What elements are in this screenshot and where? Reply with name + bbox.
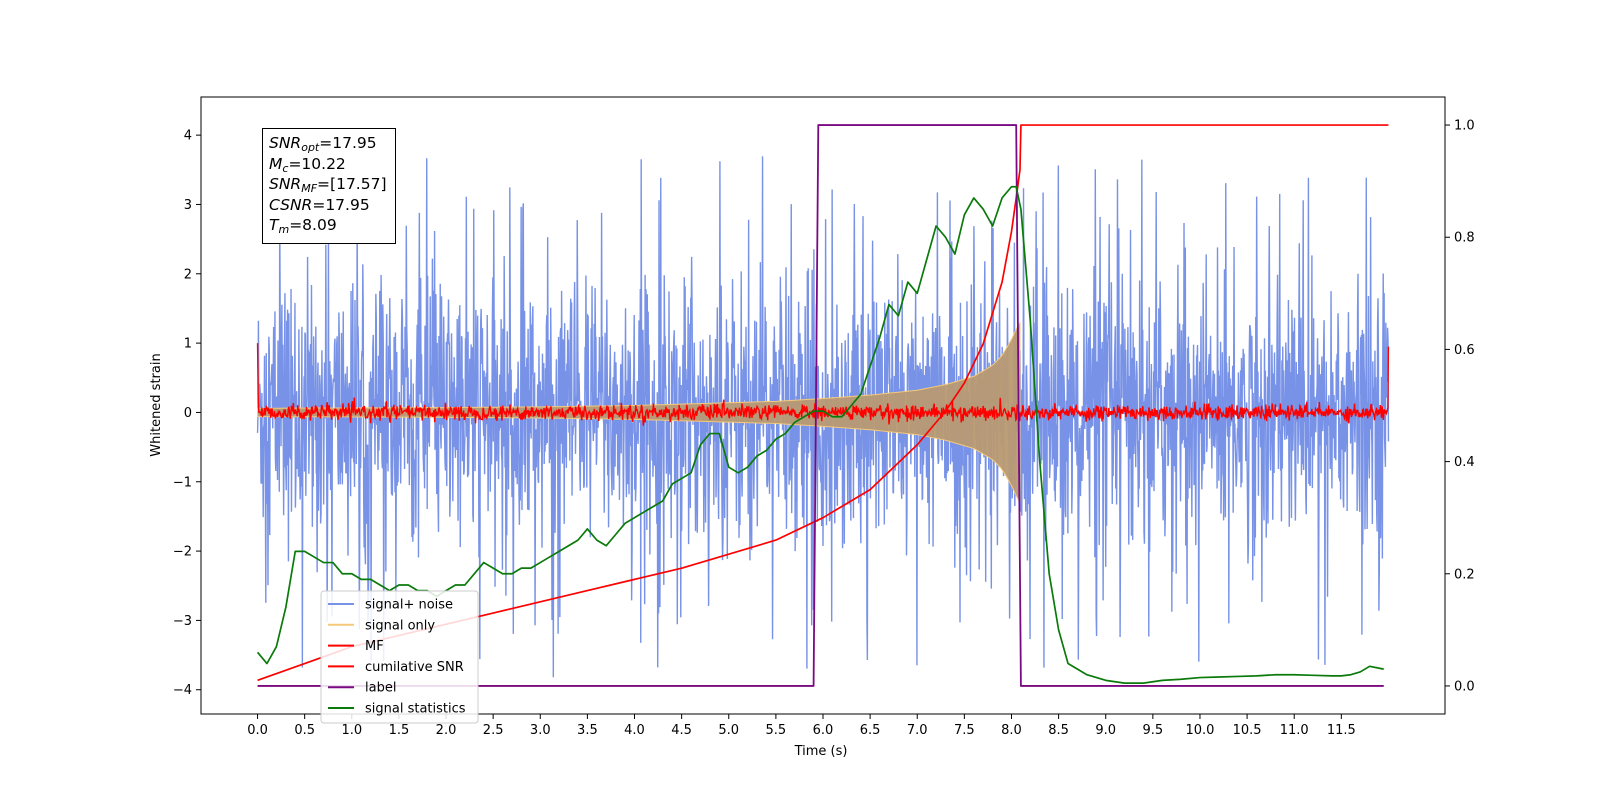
- stats-annotation: SNRopt=17.95 Mc=10.22 SNRMF=[17.57] CSNR…: [262, 128, 396, 244]
- legend-item: label: [328, 681, 396, 696]
- x-axis-label: Time (s): [794, 744, 848, 759]
- series-signal-noise: [256, 156, 1390, 678]
- x-tick-label: 11.0: [1280, 723, 1309, 738]
- y-tick-label-right: 0.6: [1454, 343, 1475, 358]
- x-tick-label: 8.0: [1001, 723, 1022, 738]
- legend-label: label: [365, 681, 396, 696]
- stat-snr-opt: SNRopt=17.95: [269, 134, 377, 154]
- y-tick-label-left: −3: [173, 614, 192, 629]
- legend-item: signal statistics: [328, 702, 466, 717]
- legend-item: signal only: [328, 618, 435, 633]
- y-tick-label-left: 3: [184, 198, 192, 213]
- legend-label: MF: [365, 639, 384, 654]
- y-tick-label-left: 4: [184, 129, 192, 144]
- x-tick-label: 0.5: [294, 723, 315, 738]
- series-label: [257, 124, 1384, 687]
- y-tick-label-right: 0.0: [1454, 679, 1475, 694]
- x-tick-label: 9.5: [1143, 723, 1164, 738]
- legend-item: signal+ noise: [328, 598, 453, 613]
- x-tick-label: 6.5: [860, 723, 881, 738]
- x-tick-label: 7.0: [907, 723, 928, 738]
- x-tick-label: 3.0: [530, 723, 551, 738]
- legend-item: MF: [328, 639, 384, 654]
- x-tick-label: 5.0: [718, 723, 739, 738]
- legend: signal+ noise signal only MF cumilative SNR…: [320, 590, 479, 724]
- y-tick-label-left: −2: [173, 545, 192, 560]
- legend-label: cumilative SNR: [365, 660, 464, 675]
- legend-box: [320, 590, 479, 724]
- x-tick-label: 11.5: [1327, 723, 1356, 738]
- y-tick-label-right: 0.4: [1454, 455, 1475, 470]
- x-tick-label: 1.5: [389, 723, 410, 738]
- x-tick-label: 7.5: [954, 723, 975, 738]
- y-tick-label-left: 0: [184, 406, 192, 421]
- x-tick-label: 0.0: [247, 723, 268, 738]
- y-axis-label-left: Whitened strain: [149, 353, 164, 456]
- y-tick-label-right: 0.8: [1454, 231, 1475, 246]
- x-tick-label: 2.0: [436, 723, 457, 738]
- stat-snr-mf: SNRMF=[17.57]: [269, 175, 387, 195]
- x-tick-label: 6.0: [813, 723, 834, 738]
- y-tick-label-right: 1.0: [1454, 119, 1475, 134]
- y-tick-label-left: −1: [173, 475, 192, 490]
- y-tick-label-left: 1: [184, 337, 192, 352]
- x-tick-label: 5.5: [766, 723, 787, 738]
- x-tick-label: 4.0: [624, 723, 645, 738]
- y-axis-right: 1.0 0.8 0.6 0.4 0.2 0.0: [1445, 119, 1475, 694]
- x-tick-label: 10.5: [1233, 723, 1262, 738]
- legend-item: cumilative SNR: [328, 660, 464, 675]
- stat-tm: Tm=8.09: [269, 216, 337, 236]
- legend-label: signal only: [365, 618, 435, 633]
- x-tick-label: 9.0: [1095, 723, 1116, 738]
- legend-label: signal statistics: [365, 702, 466, 717]
- x-tick-label: 10.0: [1185, 723, 1214, 738]
- stat-csnr: CSNR=17.95: [269, 195, 370, 214]
- y-tick-label-right: 0.2: [1454, 567, 1475, 582]
- x-tick-label: 1.0: [341, 723, 362, 738]
- x-tick-label: 2.5: [483, 723, 504, 738]
- y-tick-label-left: 2: [184, 267, 192, 282]
- x-tick-label: 8.5: [1048, 723, 1069, 738]
- x-tick-label: 4.5: [671, 723, 692, 738]
- x-axis: 0.0 0.5 1.0 1.5 2.0 2.5 3.0 3.5 4.0 4.5 5.0 5.5 6.0 6…: [247, 714, 1356, 738]
- y-tick-label-left: −4: [173, 683, 192, 698]
- x-tick-label: 3.5: [577, 723, 598, 738]
- y-axis-left: 4 3 2 1 0 −1 −2 −3 −4: [173, 129, 201, 698]
- legend-label: signal+ noise: [365, 598, 453, 613]
- stat-mc: Mc=10.22: [269, 154, 346, 175]
